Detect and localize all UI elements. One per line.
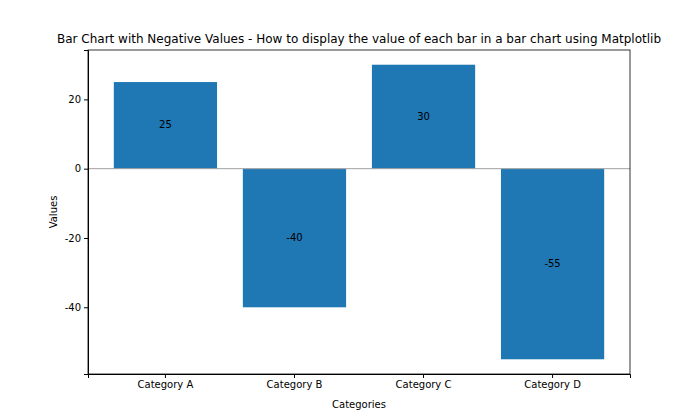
y-tick-label: 0: [75, 163, 81, 174]
data-labels: 25 -40 30 -55: [159, 111, 561, 269]
data-label: 25: [159, 119, 172, 130]
x-tick: Category D: [524, 374, 581, 390]
y-tick-mark: [84, 307, 88, 308]
x-axis: Category A Category B Category C Category D: [89, 374, 631, 390]
x-tick: Category C: [396, 374, 452, 390]
y-tick: 20: [68, 94, 88, 105]
y-axis-title: Values: [48, 196, 59, 229]
y-tick-mark: [84, 99, 88, 100]
x-axis-line: [89, 375, 631, 379]
bar: [114, 82, 217, 169]
y-tick: -20: [65, 233, 88, 244]
x-tick-label: Category D: [524, 379, 581, 390]
y-tick: 0: [75, 163, 88, 174]
y-axis: -40 -20 0 20: [65, 51, 89, 375]
zero-line: [88, 168, 630, 169]
x-axis-title: Categories: [332, 399, 386, 410]
x-tick: Category B: [267, 374, 323, 390]
x-tick-label: Category B: [267, 379, 323, 390]
chart: Category A Category B Category C Category D…: [0, 0, 700, 420]
y-tick: -40: [65, 302, 88, 313]
bars: [88, 65, 630, 360]
y-tick-label: -40: [65, 302, 81, 313]
x-tick-mark: [423, 374, 424, 378]
x-tick-mark: [552, 374, 553, 378]
bar: [501, 169, 604, 360]
y-tick-label: 20: [68, 94, 81, 105]
plot: Category A Category B Category C Category D…: [65, 50, 631, 390]
bar: [243, 169, 346, 308]
data-label: -40: [286, 232, 302, 243]
bar: [372, 65, 475, 169]
y-axis-line: [84, 51, 89, 375]
x-tick: Category A: [138, 374, 194, 390]
y-tick-mark: [84, 169, 88, 170]
y-tick-label: -20: [65, 233, 81, 244]
x-tick-label: Category C: [396, 379, 452, 390]
x-tick-mark: [165, 374, 166, 378]
plot-frame: [88, 50, 630, 374]
data-label: -55: [544, 258, 560, 269]
y-tick-mark: [84, 238, 88, 239]
title: Bar Chart with Negative Values - How to …: [57, 32, 661, 46]
x-tick-label: Category A: [138, 379, 194, 390]
x-tick-mark: [294, 374, 295, 378]
data-label: 30: [417, 111, 430, 122]
